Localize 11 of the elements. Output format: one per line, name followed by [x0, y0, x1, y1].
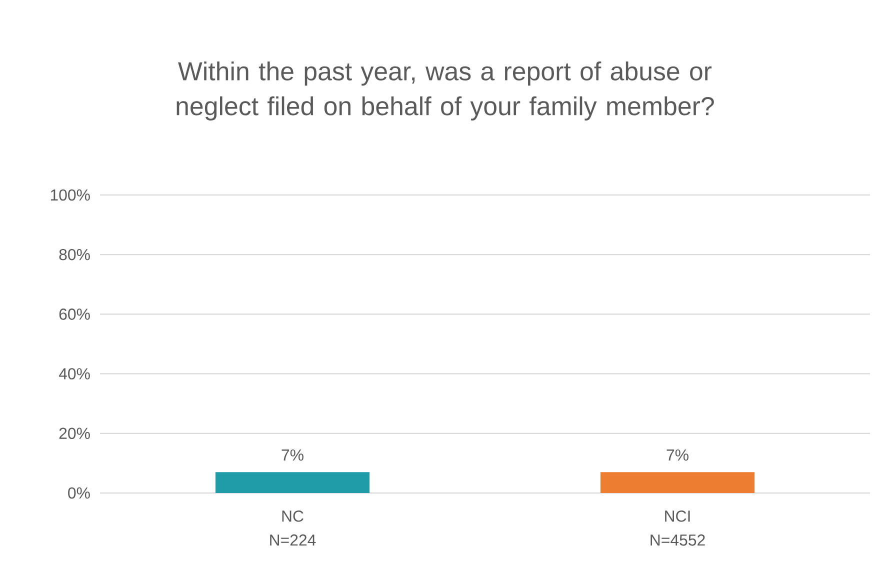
data-label: 7%: [666, 449, 688, 461]
x-tick-label: NCI N=4552: [650, 510, 705, 546]
data-label: 7%: [282, 449, 304, 461]
chart-title: Within the past year, was a report of abuse or neglect filed on behalf of your family member?: [176, 61, 714, 120]
y-tick-label: 40%: [58, 368, 90, 380]
y-tick-label: 0%: [68, 487, 90, 499]
y-tick-label: 20%: [59, 428, 90, 440]
y-tick-label: 80%: [59, 248, 90, 260]
x-tick-label: NC N=224: [270, 510, 316, 546]
y-tick-label: 60%: [59, 308, 90, 320]
y-tick-label: 100%: [50, 189, 90, 201]
